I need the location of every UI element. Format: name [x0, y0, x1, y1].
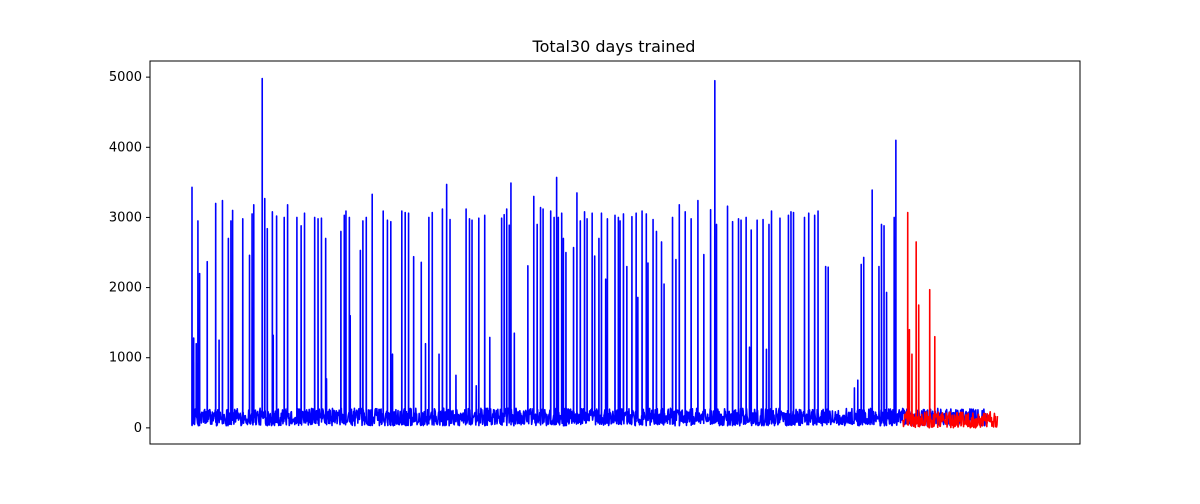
plot-series [191, 77, 999, 429]
plot-frame [149, 60, 1081, 445]
y-tick-label: 4000 [109, 140, 142, 155]
y-tick-label: 2000 [109, 281, 142, 296]
chart-title: Total30 days trained [532, 37, 696, 56]
series-line-red [901, 211, 999, 429]
y-tick-label: 5000 [109, 70, 142, 85]
y-axis: 0 1000 2000 3000 4000 5000 [109, 70, 150, 436]
y-tick-label: 0 [134, 421, 142, 436]
y-tick-label: 3000 [109, 210, 142, 225]
y-tick-label: 1000 [109, 351, 142, 366]
series-line-blue [191, 77, 989, 427]
